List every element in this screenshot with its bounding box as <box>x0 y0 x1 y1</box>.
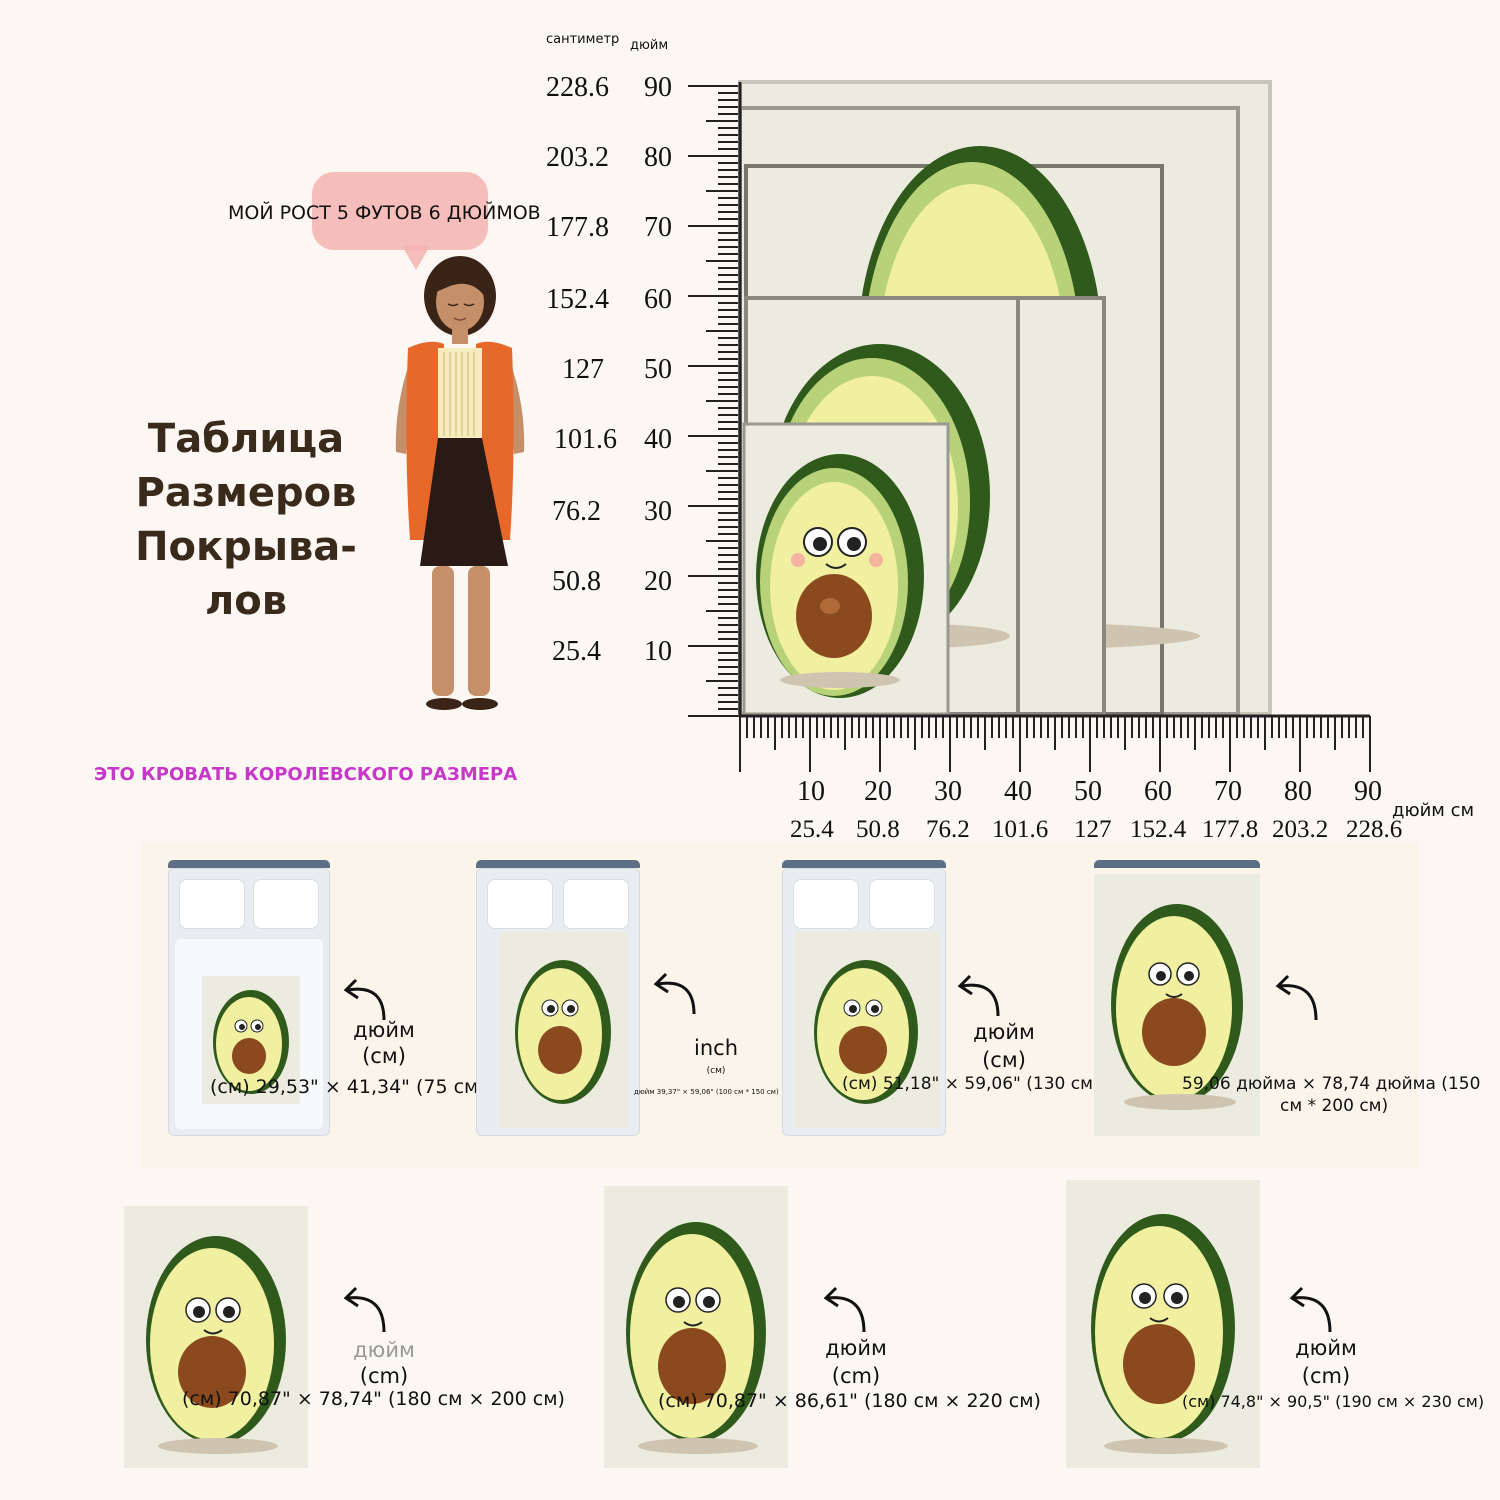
ruler-ticks <box>688 85 1371 772</box>
avocado-icon <box>1091 1214 1235 1454</box>
pillow <box>253 879 319 929</box>
left-inch-tick: 70 <box>644 212 672 243</box>
size-unit-label: (см) <box>706 1066 726 1076</box>
left-cm-tick: 25.4 <box>552 636 601 667</box>
bottom-inch-tick: 60 <box>1144 776 1172 807</box>
size-unit-label: дюйм <box>353 1338 415 1362</box>
left-inch-tick: 40 <box>644 424 672 455</box>
title-line: Таблица <box>147 416 345 462</box>
curved-arrow-icon <box>957 974 1000 1017</box>
size-unit-label: дюйм <box>973 1020 1035 1044</box>
bottom-inch-tick: 50 <box>1074 776 1102 807</box>
title-line: Размеров <box>135 470 357 516</box>
size-unit-label: inch <box>694 1036 738 1060</box>
title-line: Покрыва- <box>135 524 357 570</box>
left-inch-tick: 50 <box>644 354 672 385</box>
bottom-cm-tick: 101.6 <box>992 816 1049 843</box>
bottom-cm-tick: 25.4 <box>790 816 834 843</box>
size-label: 59,06 дюйма × 78,74 дюйма (150 <box>1182 1074 1481 1094</box>
pillow <box>179 879 245 929</box>
bottom-inch-tick: 20 <box>864 776 892 807</box>
size-unit-label: (см) <box>362 1044 406 1068</box>
bottom-cm-tick: 76.2 <box>926 816 970 843</box>
left-cm-tick: 76.2 <box>552 496 601 527</box>
left-inch-tick: 90 <box>644 72 672 103</box>
king-size-note: ЭТО КРОВАТЬ КОРОЛЕВСКОГО РАЗМЕРА <box>94 764 518 785</box>
left-inch-tick: 10 <box>644 636 672 667</box>
size-unit-label: дюйм <box>353 1018 415 1042</box>
curved-arrow-icon <box>343 1286 386 1333</box>
bed-headboard <box>476 860 640 868</box>
avocado-icon <box>626 1222 766 1454</box>
bottom-cm-tick: 127 <box>1074 816 1112 843</box>
page-title: Таблица Размеров Покрыва- лов <box>112 412 380 628</box>
title-line: лов <box>204 578 288 624</box>
left-cm-tick: 127 <box>562 354 604 385</box>
curved-arrow-icon <box>343 978 386 1021</box>
left-cm-tick: 50.8 <box>552 566 601 597</box>
size-ruler-chart <box>688 80 1371 772</box>
bottom-inch-tick: 80 <box>1284 776 1312 807</box>
bottom-cm-tick: 152.4 <box>1130 816 1187 843</box>
cm-unit-label: сантиметр <box>546 32 620 47</box>
avocado-icon <box>146 1236 286 1454</box>
bottom-inch-tick: 10 <box>797 776 825 807</box>
bottom-cm-tick: 203.2 <box>1272 816 1329 843</box>
pillow <box>869 879 935 929</box>
bottom-inch-tick: 70 <box>1214 776 1242 807</box>
bed-icon <box>1094 860 1260 1136</box>
left-cm-tick: 101.6 <box>554 424 617 455</box>
bottom-inch-tick: 40 <box>1004 776 1032 807</box>
left-inch-tick: 20 <box>644 566 672 597</box>
bed-headboard <box>782 860 946 868</box>
bed-headboard <box>168 860 330 868</box>
speech-bubble <box>312 172 488 250</box>
pillow <box>563 879 629 929</box>
size-unit-label: (cm) <box>831 1364 881 1388</box>
speech-bubble-tail <box>402 246 430 270</box>
pillow <box>487 879 553 929</box>
avocado-icon <box>213 990 289 1094</box>
bed-headboard <box>1094 860 1260 868</box>
inch-unit-label: дюйм <box>630 38 669 53</box>
bottom-cm-tick: 228.6 <box>1346 816 1403 843</box>
left-cm-tick: 177.8 <box>546 212 609 243</box>
size-label: см * 200 см) <box>1280 1096 1389 1116</box>
size-unit-label: (cm) <box>359 1364 409 1388</box>
curved-arrow-icon <box>823 1286 866 1333</box>
bottom-inch-tick: 30 <box>934 776 962 807</box>
avocado-icon <box>515 960 611 1104</box>
woman-figure-icon <box>395 256 525 710</box>
avocado-icon <box>814 960 918 1104</box>
left-inch-tick: 30 <box>644 496 672 527</box>
left-cm-tick: 152.4 <box>546 284 609 315</box>
size-label: (см) 70,87" × 86,61" (180 см × 220 см) <box>658 1390 1041 1412</box>
avocado-icon <box>756 454 924 698</box>
size-unit-label: дюйм <box>825 1336 887 1360</box>
curved-arrow-icon <box>1289 1286 1332 1333</box>
size-label: (см) 70,87" × 78,74" (180 см × 200 см) <box>182 1388 565 1410</box>
height-note: МОЙ РОСТ 5 ФУТОВ 6 ДЮЙМОВ <box>228 202 541 224</box>
avocado-icon <box>1111 904 1243 1110</box>
size-unit-label: (cm) <box>1301 1364 1351 1388</box>
curved-arrow-icon <box>1275 974 1318 1021</box>
size-label: дюйм 39,37" × 59,06" (100 см * 150 см) <box>634 1088 779 1096</box>
curved-arrow-icon <box>653 972 696 1015</box>
left-inch-tick: 80 <box>644 142 672 173</box>
bottom-unit-label: дюйм см <box>1392 800 1475 821</box>
left-inch-tick: 60 <box>644 284 672 315</box>
bottom-cm-tick: 177.8 <box>1202 816 1259 843</box>
bottom-cm-tick: 50.8 <box>856 816 900 843</box>
size-unit-label: дюйм <box>1295 1336 1357 1360</box>
left-cm-tick: 228.6 <box>546 72 609 103</box>
bottom-inch-tick: 90 <box>1354 776 1382 807</box>
size-unit-label: (см) <box>982 1048 1026 1072</box>
size-label: (см) 74,8" × 90,5" (190 см × 230 см) <box>1182 1392 1485 1411</box>
pillow <box>793 879 859 929</box>
left-cm-tick: 203.2 <box>546 142 609 173</box>
